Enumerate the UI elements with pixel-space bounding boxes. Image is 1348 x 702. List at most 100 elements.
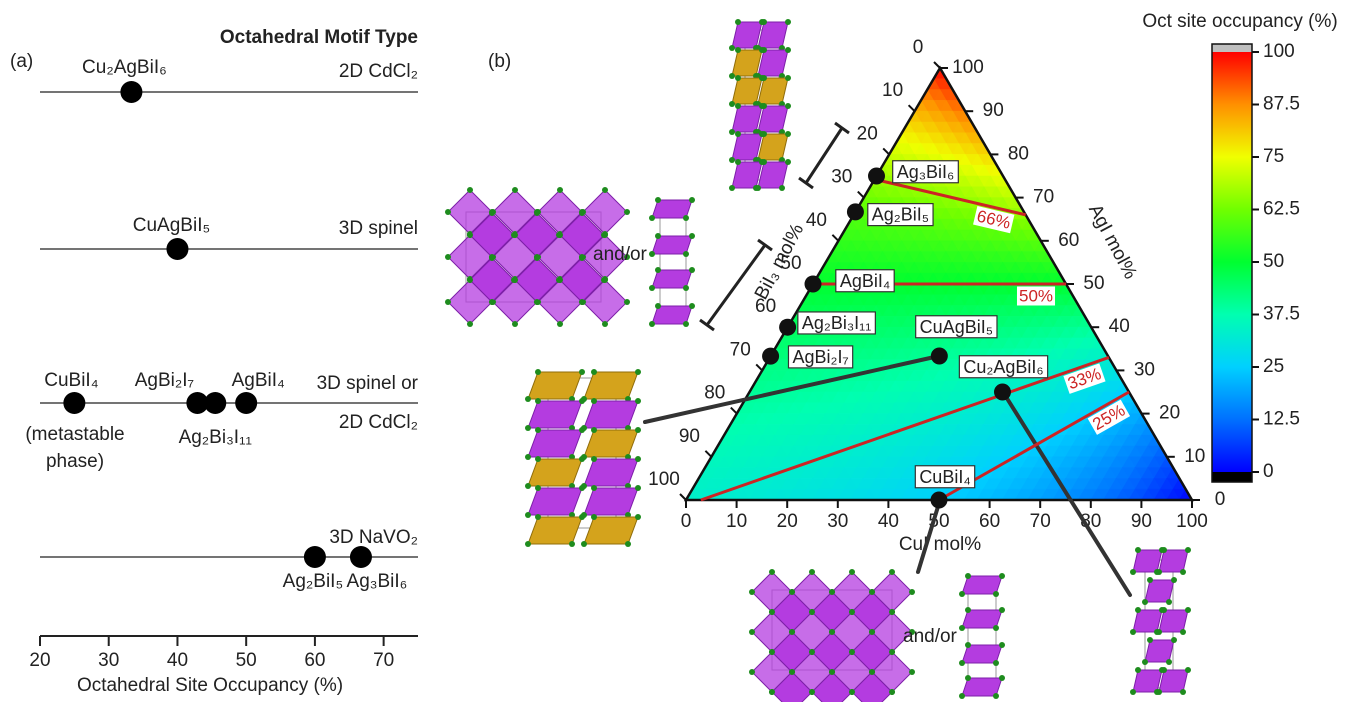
atom — [579, 210, 585, 216]
atom — [489, 299, 495, 305]
atom — [785, 131, 791, 137]
atom — [683, 251, 689, 257]
atom — [809, 569, 815, 575]
point — [846, 203, 864, 221]
atom — [683, 321, 689, 327]
atom — [602, 321, 608, 327]
polyhedron — [583, 371, 639, 400]
atom — [557, 232, 563, 238]
polyhedron — [583, 458, 639, 487]
atom — [579, 514, 585, 520]
atom — [735, 19, 741, 25]
motif-label: 3D spinel or — [317, 373, 419, 394]
polyhedron — [583, 400, 639, 429]
atom — [889, 609, 895, 615]
atom — [849, 649, 855, 655]
polyhedron — [757, 105, 789, 133]
colorbar-tick-label: 87.5 — [1263, 94, 1300, 115]
atom — [534, 210, 540, 216]
polyhedron — [1144, 639, 1175, 663]
x-tick-label: 30 — [98, 650, 119, 671]
atom — [467, 277, 473, 283]
atom — [1135, 547, 1141, 553]
atom — [965, 642, 971, 648]
atom — [581, 541, 587, 547]
atom — [729, 45, 735, 51]
contour-line — [874, 177, 1027, 217]
colorbar-tick-label: 50 — [1263, 251, 1284, 272]
atom — [635, 398, 641, 404]
colorbar — [1212, 52, 1252, 472]
point-label-group: CuBiI₄ — [914, 465, 976, 489]
point — [762, 347, 780, 365]
atom — [829, 589, 835, 595]
atom — [535, 427, 541, 433]
atom — [649, 285, 655, 291]
atom — [655, 303, 661, 309]
atom — [534, 299, 540, 305]
polyhedron — [1158, 609, 1189, 633]
atom — [489, 210, 495, 216]
atom — [909, 629, 915, 635]
dot — [303, 546, 326, 568]
atom — [1161, 667, 1167, 673]
polyhedron — [731, 105, 763, 133]
point-label-box — [787, 345, 854, 369]
atom — [785, 159, 791, 165]
atom — [1185, 667, 1191, 673]
atom — [689, 233, 695, 239]
point-label: Cu₂AgBiI₆ — [82, 57, 167, 78]
point-label-box — [958, 355, 1049, 379]
leader-line — [916, 498, 942, 574]
x-tick-label: 70 — [373, 650, 394, 671]
atom — [569, 541, 575, 547]
tick-label: 0 — [681, 511, 692, 532]
axis-label: AgI mol% — [1084, 201, 1141, 283]
atom — [525, 454, 531, 460]
tick-label: 30 — [1134, 359, 1155, 380]
atom — [1166, 659, 1172, 665]
polyhedron — [757, 77, 789, 105]
tick-label: 80 — [1008, 143, 1029, 164]
point — [804, 275, 822, 293]
atom — [591, 369, 597, 375]
tick-label: 90 — [1131, 511, 1152, 532]
atom — [999, 642, 1005, 648]
atom — [689, 267, 695, 273]
atom — [591, 456, 597, 462]
point-label: Ag₃BiI₆ — [897, 162, 955, 182]
bracket — [798, 121, 850, 190]
atom — [467, 232, 473, 238]
contour-label-group: 50% — [1016, 286, 1056, 306]
tick-label: 30 — [827, 511, 848, 532]
tick-label: 0 — [1215, 489, 1226, 510]
atom — [512, 232, 518, 238]
tick-label: 10 — [726, 511, 747, 532]
panel-b: (b) 0 10 20 30 40 50 60 70 80 90 10001020304050607… — [488, 11, 1338, 647]
point-label-box — [867, 203, 934, 227]
atom — [591, 485, 597, 491]
atom — [557, 187, 563, 193]
atom — [579, 255, 585, 261]
atom — [579, 299, 585, 305]
atom — [525, 425, 531, 431]
bracket — [699, 238, 773, 332]
atom — [909, 589, 915, 595]
atom — [525, 396, 531, 402]
atom — [445, 254, 451, 260]
x-axis-label: Octahedral Site Occupancy (%) — [77, 675, 343, 696]
polyhedron — [731, 161, 763, 189]
tick-label: 50 — [780, 253, 801, 274]
atom — [735, 75, 741, 81]
tick-label: 50 — [1083, 273, 1104, 294]
atom — [785, 19, 791, 25]
tick-label: 30 — [831, 167, 852, 188]
atom — [1156, 629, 1162, 635]
tick-label: 80 — [704, 383, 725, 404]
point-label-box — [835, 269, 895, 293]
polyhedron — [851, 671, 893, 702]
atom — [683, 285, 689, 291]
atom — [769, 609, 775, 615]
tick-label: 10 — [1184, 446, 1205, 467]
atom — [579, 369, 585, 375]
